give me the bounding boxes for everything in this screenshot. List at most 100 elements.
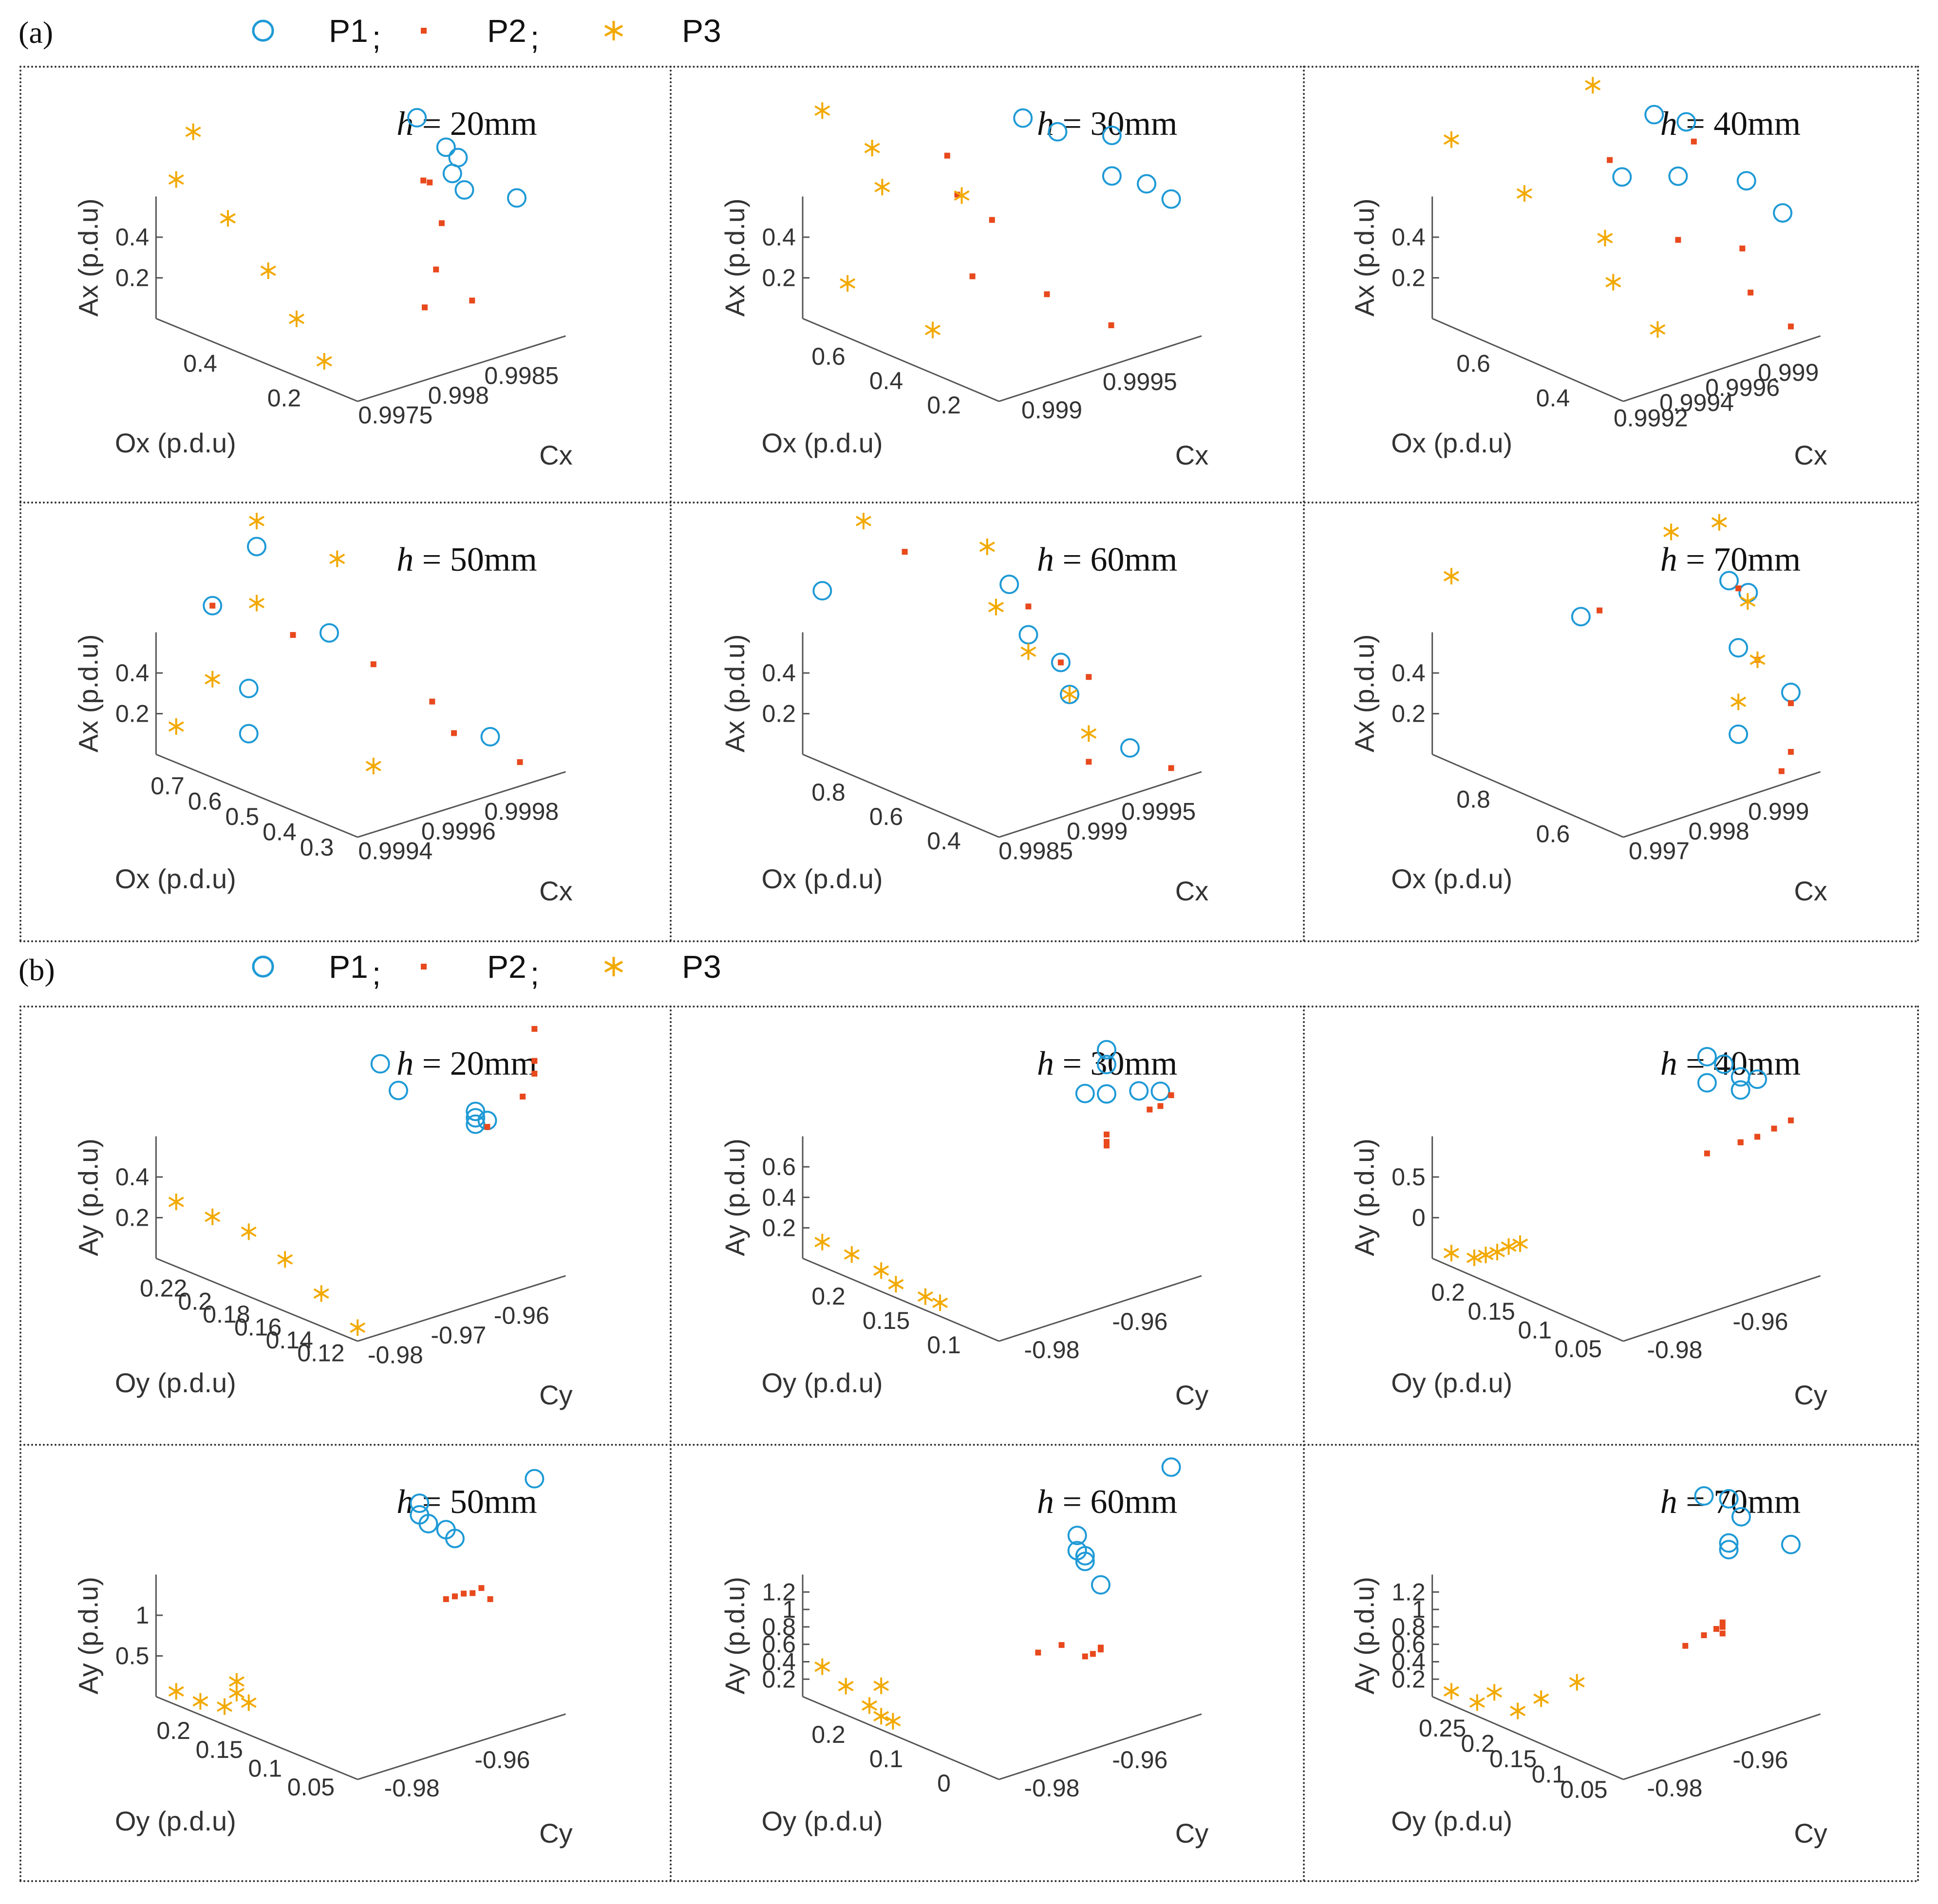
series-p1: [1013, 108, 1181, 209]
p2-point: [484, 1124, 490, 1130]
p3-point: [1585, 77, 1601, 93]
p1-point: [436, 137, 456, 157]
p3-point: [168, 1194, 184, 1211]
y-tick-label: 0.9996: [1705, 374, 1780, 401]
x-axis-title: Ox (p.d.u): [115, 863, 236, 894]
grid-a: [19, 66, 1919, 942]
p1-point: [1781, 682, 1801, 702]
y-tick-label: 0.9998: [484, 798, 559, 825]
p1-point: [507, 188, 527, 208]
x-tick-label: 0.22: [140, 1275, 187, 1302]
series-p2: [1704, 1117, 1794, 1157]
z-tick-label: 0.2: [115, 700, 150, 728]
panel-title: h = 60mm: [1037, 541, 1177, 579]
x-tick-label: 0.5: [226, 803, 260, 830]
p1-point: [1102, 166, 1122, 186]
x-tick-label: 0.05: [1555, 1335, 1602, 1363]
legend-p2-text-a: P2;: [487, 9, 540, 56]
p3-point: [954, 187, 970, 204]
part-b-label: (b): [19, 952, 55, 987]
p2-point: [1787, 700, 1794, 707]
p1-point: [1161, 189, 1181, 209]
x-axis-title: Oy (p.d.u): [115, 1806, 236, 1836]
x-tick-label: 0.25: [1419, 1715, 1466, 1742]
p2-point: [1597, 607, 1603, 614]
x-axis-title: Ox (p.d.u): [1391, 863, 1512, 894]
y-tick-label: 0.999: [1758, 359, 1819, 386]
series-p1: [1067, 1457, 1181, 1595]
z-tick-label: 0.4: [762, 659, 796, 687]
y-tick-label: -0.96: [1732, 1746, 1788, 1773]
z-tick-label: 0.4: [762, 1184, 796, 1211]
x-axis-title: Oy (p.d.u): [762, 1367, 883, 1398]
legend-p3-text-b: P3: [682, 945, 721, 989]
p2-point: [517, 759, 523, 765]
p3-point: [1597, 229, 1613, 246]
x-axis-line: [155, 753, 358, 838]
series-p3: [168, 513, 381, 775]
x-axis-title: Oy (p.d.u): [115, 1367, 236, 1398]
z-axis-title: Ax (p.d.u): [1349, 198, 1380, 317]
y-tick-label: 0.9992: [1614, 404, 1688, 431]
series-p1: [407, 108, 527, 208]
panel-title-value: = 40mm: [1677, 1045, 1801, 1083]
p3-point: [924, 321, 941, 338]
x-tick-label: 0.3: [300, 834, 334, 861]
legend-sep: ;: [530, 19, 540, 56]
p3-point: [365, 758, 381, 775]
y-axis-line: [998, 771, 1202, 838]
plot-svg: 0.20.4Ax (p.d.u)0.60.4Ox (p.d.u)0.99920.…: [1349, 77, 1827, 470]
panel-b-3: h = 40mm 0 0.5 Ay (p.d.u) 0.2 0.15 0.1 0.05 Oy (…: [1303, 1006, 1919, 1441]
p3-point: [1443, 1245, 1459, 1262]
z-axis-title: Ax (p.d.u): [73, 634, 103, 752]
x-tick-label: 0.8: [1456, 786, 1490, 813]
legend-p3-marker-b: [599, 945, 628, 989]
p2-point: [1787, 748, 1794, 755]
p1-point: [1731, 1507, 1751, 1527]
p1-point: [1719, 1540, 1739, 1560]
z-tick-label: 0.6: [762, 1153, 796, 1180]
x-tick-label: 0.6: [869, 803, 903, 830]
p2-point: [470, 1590, 476, 1596]
p2-point: [1086, 759, 1092, 765]
x-axis-line: [802, 1257, 999, 1342]
y-tick-label: 0.9994: [358, 838, 433, 865]
p2-point: [487, 1596, 493, 1602]
series-p3: [814, 1658, 901, 1730]
divider-a-v1: [670, 66, 672, 942]
p3-point: [1650, 321, 1666, 338]
panel-a-1: h = 20mm 0.2 0.4 Ax (p.d.u) 0.4 0.2 Ox (p.d.u)…: [19, 66, 670, 502]
p2-point: [520, 1093, 526, 1100]
z-tick-label: 0.4: [1392, 224, 1426, 251]
p1-point: [466, 1114, 486, 1134]
p3-point: [168, 718, 184, 735]
p1-point: [418, 1513, 438, 1533]
p2-point: [1739, 245, 1746, 252]
z-tick-label: 0: [1412, 1204, 1426, 1232]
p2-point: [1168, 1092, 1174, 1099]
p1-point: [1729, 638, 1749, 658]
p2-point: [1682, 1643, 1689, 1649]
divider-b-v1: [670, 1006, 672, 1882]
x-tick-label: 0.15: [1468, 1298, 1515, 1325]
x-tick-label: 0: [937, 1770, 951, 1797]
p2-point: [1097, 1646, 1104, 1653]
p3-point: [888, 1276, 904, 1293]
p3-point: [1512, 1235, 1528, 1252]
p2-point: [209, 602, 216, 609]
p2-point: [451, 730, 457, 736]
p3-point: [329, 550, 345, 567]
y-axis-title: Cx: [1794, 876, 1827, 906]
legend-p3-marker-a: [599, 9, 628, 53]
p3-point: [1466, 1250, 1482, 1267]
p1-point: [448, 148, 468, 168]
plot-svg: 0.20.4Ay (p.d.u)0.220.20.180.160.140.12O…: [73, 1026, 573, 1410]
p2-point: [421, 304, 428, 311]
panel-a-3: h = 40mm 0.2 0.4 Ax (p.d.u) 0.6 0.4 Ox (p.d.u)…: [1303, 66, 1919, 502]
p1-point: [1729, 724, 1749, 744]
p1-point: [1150, 1082, 1170, 1101]
p2-point: [1607, 157, 1613, 163]
x-tick-label: 0.05: [1560, 1776, 1607, 1803]
p2-point: [420, 177, 427, 184]
p3-point: [1489, 1244, 1505, 1261]
